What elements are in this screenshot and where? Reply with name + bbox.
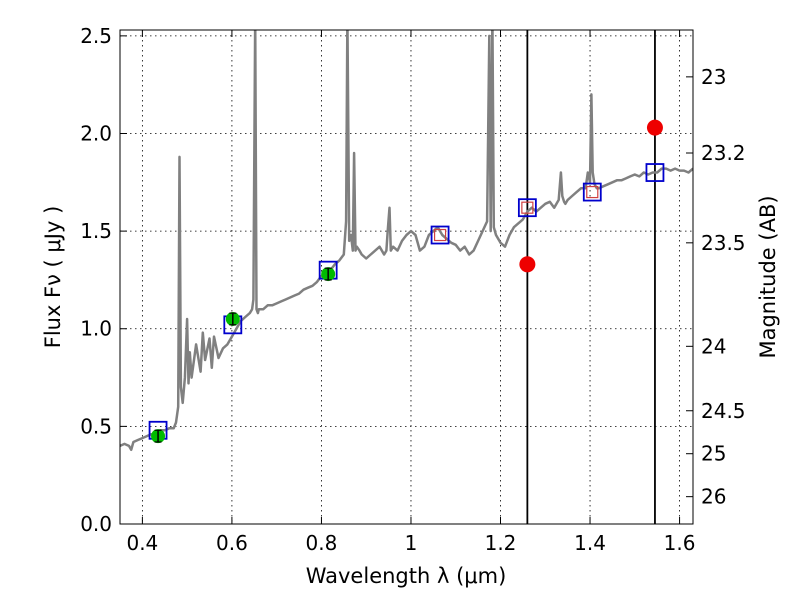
x-tick-label: 1.2 xyxy=(485,531,517,555)
model-square-inner xyxy=(433,228,447,242)
vertical-reference-lines xyxy=(526,30,656,524)
y-tick-label: 1.5 xyxy=(80,219,112,243)
y2-tick-label: 25 xyxy=(701,442,726,466)
red-point xyxy=(519,256,536,273)
y2-axis-label: Magnitude (AB) xyxy=(756,195,780,358)
y-tick-label: 0.0 xyxy=(80,512,112,536)
model-square xyxy=(645,163,665,182)
y2-tick-label: 26 xyxy=(701,485,726,509)
y-tick-label: 2.0 xyxy=(80,121,112,145)
model-square xyxy=(430,225,450,245)
model-square xyxy=(517,198,537,218)
model-square xyxy=(582,182,602,202)
y-tick-label: 2.5 xyxy=(80,24,112,48)
plot-frame xyxy=(119,29,694,525)
model-square-inner xyxy=(521,201,534,214)
ticks xyxy=(120,30,693,525)
x-tick-label: 1.6 xyxy=(664,531,696,555)
y-tick-label: 0.5 xyxy=(80,414,112,438)
y-axis-label: Flux Fν ( μJy ) xyxy=(41,206,65,349)
y-tick-label: 1.0 xyxy=(80,317,112,341)
x-tick-label: 0.6 xyxy=(216,531,248,555)
x-tick-label: 1 xyxy=(405,531,418,555)
spectrum-line xyxy=(120,30,693,452)
y2-tick-label: 24 xyxy=(701,334,726,358)
model-square-inner xyxy=(586,185,599,199)
y2-tick-label: 23.5 xyxy=(701,231,746,255)
plot-area xyxy=(120,30,693,524)
y2-tick-label: 23 xyxy=(701,65,726,89)
markers xyxy=(148,119,665,444)
x-axis-label: Wavelength λ (μm) xyxy=(306,564,507,588)
grid xyxy=(120,30,693,525)
tick-labels: 0.4 0.6 0.8 1 1.2 1.4 1.6 0.0 0.5 1.0 1.5 2.0 2.5 23 2… xyxy=(80,24,745,555)
red-point xyxy=(646,119,663,136)
y2-tick-label: 24.5 xyxy=(701,399,746,423)
y2-tick-label: 23.2 xyxy=(701,141,746,165)
x-tick-label: 0.4 xyxy=(126,531,158,555)
x-tick-label: 0.8 xyxy=(306,531,338,555)
x-tick-label: 1.4 xyxy=(574,531,606,555)
